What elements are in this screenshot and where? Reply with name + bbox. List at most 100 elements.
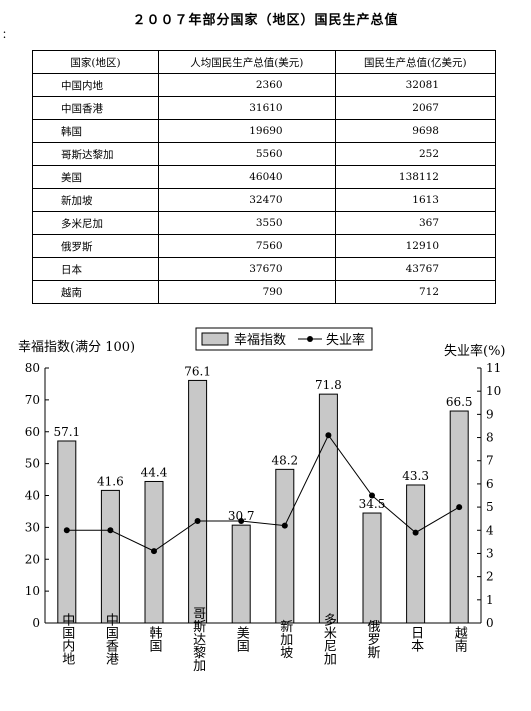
x-tick-label: 哥斯达黎加: [190, 607, 206, 673]
bar-value-label: 57.1: [53, 425, 80, 439]
edge-mark: ：: [2, 30, 12, 41]
cell-gdp-total: 43767: [334, 257, 497, 281]
bar-value-label: 30.7: [228, 509, 255, 523]
bar-value-label: 48.2: [271, 453, 298, 467]
bar: [406, 484, 426, 624]
table-row: 中国香港 31610 2067: [31, 96, 497, 120]
unemployment-point: [369, 492, 375, 499]
x-tick-label: 新加坡: [277, 619, 293, 659]
y-tick-label: 70: [25, 393, 40, 407]
cell-gdp-per-capita: 5560: [158, 142, 336, 166]
cell-country: 新加坡: [31, 188, 160, 212]
bar: [275, 468, 295, 624]
table-row: 俄罗斯 7560 12910: [31, 234, 497, 258]
y2-axis-title: 失业率(%): [444, 343, 506, 359]
column-header-country: 国家(地区): [31, 50, 160, 74]
unemployment-point: [325, 432, 332, 439]
x-tick-label: 韩国: [147, 626, 163, 652]
cell-country: 哥斯达黎加: [31, 142, 160, 166]
cell-gdp-per-capita: 19690: [158, 119, 336, 143]
cell-country: 多米尼加: [31, 211, 160, 235]
bar-value-label: 66.5: [446, 395, 473, 409]
y2-tick-label: 6: [486, 477, 494, 491]
column-header-gdp-total: 国民生产总值(亿美元): [334, 50, 497, 74]
cell-gdp-per-capita: 32470: [158, 188, 336, 212]
y2-tick-label: 10: [486, 384, 501, 398]
unemployment-point: [107, 527, 114, 534]
y2-tick-label: 11: [486, 361, 501, 375]
cell-country: 韩国: [31, 119, 160, 143]
cell-gdp-total: 9698: [334, 119, 497, 143]
unemployment-point: [63, 527, 70, 534]
y-axis-title: 幸福指数(满分 100): [18, 340, 135, 355]
happiness-unemployment-chart: 0 10 20 30 40 50 60 70 80 0 1 2 3 4 5 6 7 8 9 10 11 幸福指数(满分 1…: [18, 327, 506, 673]
y2-tick-label: 4: [486, 523, 494, 537]
table-row: 韩国 19690 9698: [31, 119, 497, 143]
bar: [231, 524, 251, 624]
cell-country: 美国: [31, 165, 160, 189]
cell-country: 日本: [31, 257, 160, 281]
legend-box: [195, 327, 373, 351]
y2-tick-label: 3: [486, 546, 494, 560]
y2-tick-label: 8: [486, 431, 494, 445]
cell-gdp-total: 712: [334, 280, 497, 304]
y2-tick-label: 9: [486, 407, 494, 421]
x-tick-label: 多米尼加: [321, 612, 337, 666]
y2-tick-label: 7: [486, 454, 494, 468]
cell-gdp-total: 32081: [334, 73, 497, 97]
cell-gdp-total: 138112: [334, 165, 497, 189]
bar: [449, 410, 469, 624]
table-row: 日本 37670 43767: [31, 257, 497, 281]
x-tick-label: 越南: [452, 626, 468, 652]
y-tick-label: 30: [25, 520, 40, 534]
table-row: 多米尼加 3550 367: [31, 211, 497, 235]
cell-gdp-per-capita: 46040: [158, 165, 336, 189]
bar: [188, 379, 208, 624]
table-header-row: 国家(地区) 人均国民生产总值(美元) 国民生产总值(亿美元): [31, 50, 497, 74]
legend-line-marker: [307, 336, 313, 342]
unemployment-point: [456, 504, 463, 511]
cell-country: 俄罗斯: [31, 234, 160, 258]
unemployment-line: [66, 434, 460, 552]
unemployment-point: [194, 518, 201, 524]
cell-country: 中国内地: [31, 73, 160, 97]
y2-tick-label: 5: [486, 500, 494, 514]
y-tick-label: 50: [25, 457, 40, 471]
cell-gdp-per-capita: 7560: [158, 234, 336, 258]
cell-gdp-total: 252: [334, 142, 497, 166]
unemployment-point: [412, 529, 419, 536]
cell-gdp-total: 1613: [334, 188, 497, 212]
unemployment-point: [238, 518, 245, 524]
y-tick-label: 10: [25, 584, 40, 598]
bar: [318, 393, 338, 624]
cell-gdp-total: 2067: [334, 96, 497, 120]
bar-value-label: 41.6: [97, 474, 124, 488]
cell-gdp-per-capita: 37670: [158, 257, 336, 281]
y-tick-label: 80: [25, 361, 40, 375]
x-tick-label: 俄罗斯: [365, 620, 381, 660]
legend-line-label: 失业率: [326, 332, 365, 348]
y2-tick-label: 0: [486, 616, 494, 630]
x-tick-label: 日本: [408, 626, 424, 652]
table-row: 中国内地 2360 32081: [31, 73, 497, 97]
cell-country: 中国香港: [31, 96, 160, 120]
cell-gdp-per-capita: 2360: [158, 73, 336, 97]
bar-value-label: 44.4: [141, 465, 168, 479]
bar-value-label: 43.3: [402, 469, 429, 483]
cell-gdp-total: 367: [334, 211, 497, 235]
bar-value-label: 71.8: [315, 378, 342, 392]
table-row: 哥斯达黎加 5560 252: [31, 142, 497, 166]
bar-value-label: 76.1: [184, 364, 211, 378]
bar: [362, 512, 382, 624]
y-tick-label: 40: [25, 489, 40, 503]
cell-gdp-per-capita: 3550: [158, 211, 336, 235]
table-row: 越南 790 712: [31, 280, 497, 304]
y-tick-label: 20: [25, 552, 40, 566]
y-tick-label: 0: [32, 616, 40, 630]
legend-bar-label: 幸福指数: [234, 333, 286, 348]
column-header-gdp-per-capita: 人均国民生产总值(美元): [158, 50, 336, 74]
table-row: 美国 46040 138112: [31, 165, 497, 189]
cell-gdp-total: 12910: [334, 234, 497, 258]
cell-gdp-per-capita: 790: [158, 280, 336, 304]
y2-tick-label: 1: [486, 593, 494, 607]
